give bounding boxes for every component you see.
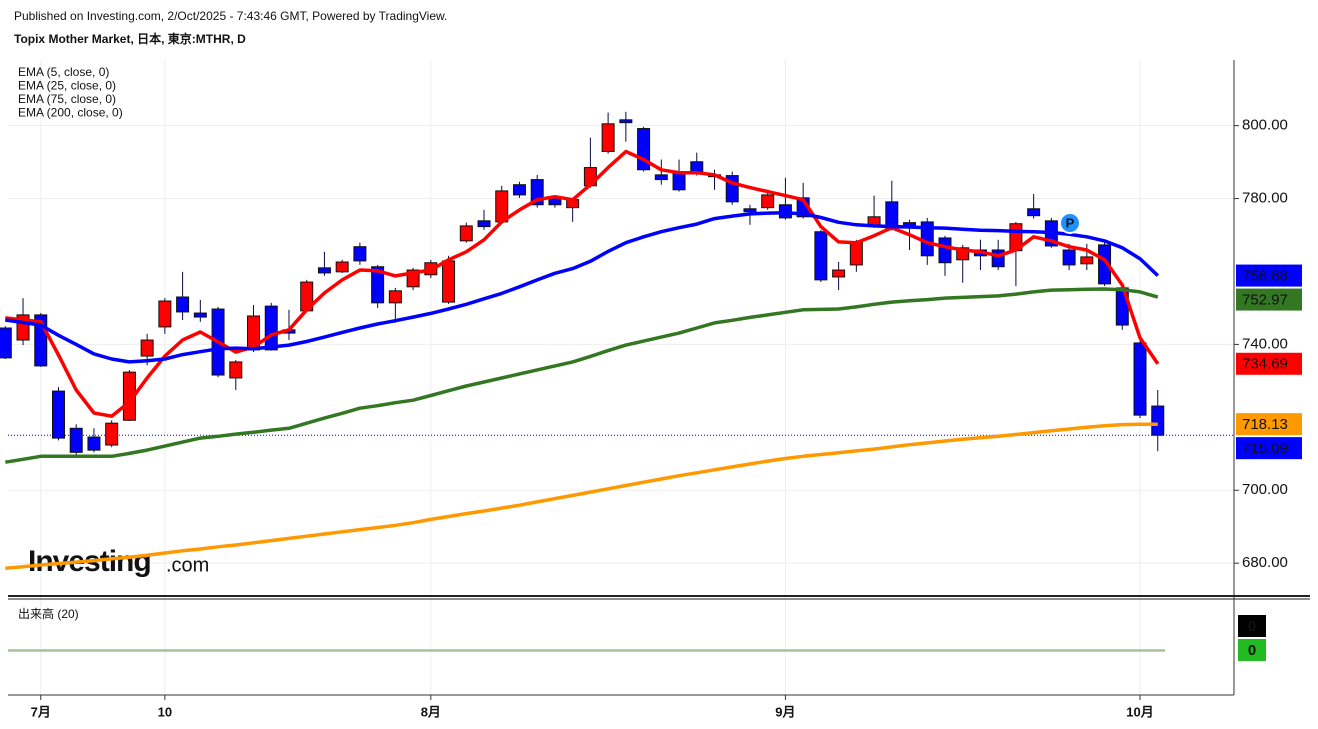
candle-body bbox=[105, 422, 119, 446]
volume-average-label-bg bbox=[1238, 639, 1266, 661]
ema-line bbox=[5, 287, 1159, 464]
price-label-bg bbox=[1236, 288, 1302, 311]
y-tick-label: 680.00 bbox=[1242, 554, 1288, 571]
price-label: 758.88 bbox=[1242, 268, 1288, 285]
ema-line bbox=[5, 149, 1160, 418]
candle-body bbox=[371, 266, 385, 304]
x-tick-label: 8月 bbox=[421, 704, 441, 719]
legend-entry: EMA (25, close, 0) bbox=[18, 79, 116, 93]
legend-entry: EMA (75, close, 0) bbox=[18, 92, 116, 106]
event-marker-label: P bbox=[1066, 215, 1075, 230]
candle-body bbox=[938, 237, 952, 264]
candle-body bbox=[158, 300, 172, 328]
price-label: 715.09 bbox=[1242, 440, 1288, 457]
candle-body bbox=[176, 296, 190, 313]
candle-body bbox=[1133, 342, 1147, 416]
volume-label-bg bbox=[1238, 615, 1266, 637]
watermark-suffix: .com bbox=[166, 554, 209, 576]
candle-body bbox=[654, 174, 668, 181]
candle-body bbox=[761, 194, 775, 209]
y-tick-label: 780.00 bbox=[1242, 190, 1288, 207]
candle-body bbox=[849, 241, 863, 266]
symbol-title: Topix Mother Market, 日本, 東京:MTHR, D bbox=[14, 31, 246, 46]
price-label: 718.13 bbox=[1242, 416, 1288, 433]
candle-body bbox=[459, 225, 473, 242]
y-tick-label: 740.00 bbox=[1242, 335, 1288, 352]
candle-body bbox=[814, 231, 828, 281]
y-tick-label: 800.00 bbox=[1242, 117, 1288, 134]
candle-body bbox=[601, 123, 615, 153]
x-tick-label: 10月 bbox=[1126, 704, 1153, 719]
candle-body bbox=[690, 161, 704, 173]
x-tick-label: 9月 bbox=[775, 704, 795, 719]
event-marker bbox=[1059, 212, 1081, 234]
candle-body bbox=[477, 220, 491, 228]
published-note: Published on Investing.com, 2/Oct/2025 -… bbox=[14, 9, 447, 23]
candle-body bbox=[87, 436, 101, 451]
candle-body bbox=[140, 339, 154, 357]
price-label-bg bbox=[1236, 413, 1302, 436]
candle-body bbox=[51, 390, 65, 439]
y-tick-label: 700.00 bbox=[1242, 481, 1288, 498]
x-tick-label: 10 bbox=[158, 704, 172, 719]
price-label-bg bbox=[1236, 352, 1302, 375]
candle-body bbox=[69, 427, 83, 453]
ema-line bbox=[5, 211, 1160, 364]
candle-body bbox=[1098, 244, 1112, 285]
candle-body bbox=[832, 269, 846, 278]
candle-body bbox=[743, 208, 757, 213]
candle-body bbox=[1062, 249, 1076, 266]
price-label: 734.69 bbox=[1242, 356, 1288, 373]
candle-body bbox=[335, 261, 349, 273]
volume-average-label: 0 bbox=[1248, 642, 1256, 659]
candle-body bbox=[1080, 256, 1094, 265]
candle-body bbox=[388, 290, 402, 304]
volume-label: 0 bbox=[1248, 618, 1256, 635]
candle-body bbox=[353, 246, 367, 262]
candle-body bbox=[193, 312, 207, 318]
candle-body bbox=[0, 327, 12, 359]
candle-body bbox=[442, 260, 456, 303]
x-tick-label: 7月 bbox=[31, 704, 51, 719]
candle-body bbox=[1027, 208, 1041, 217]
candle-body bbox=[264, 305, 278, 351]
candle-body bbox=[229, 361, 243, 379]
candle-body bbox=[619, 119, 633, 124]
price-label-bg bbox=[1236, 264, 1302, 287]
candle-body bbox=[1151, 405, 1165, 436]
ema-line bbox=[5, 422, 1158, 571]
legend-entry: EMA (5, close, 0) bbox=[18, 65, 109, 79]
candle-body bbox=[991, 249, 1005, 268]
candle-body bbox=[512, 184, 526, 196]
legend-entry: EMA (200, close, 0) bbox=[18, 106, 123, 120]
price-label: 752.97 bbox=[1242, 292, 1288, 309]
volume-title: 出来高 (20) bbox=[18, 606, 79, 621]
candle-body bbox=[317, 267, 331, 274]
price-label-bg bbox=[1236, 437, 1302, 460]
